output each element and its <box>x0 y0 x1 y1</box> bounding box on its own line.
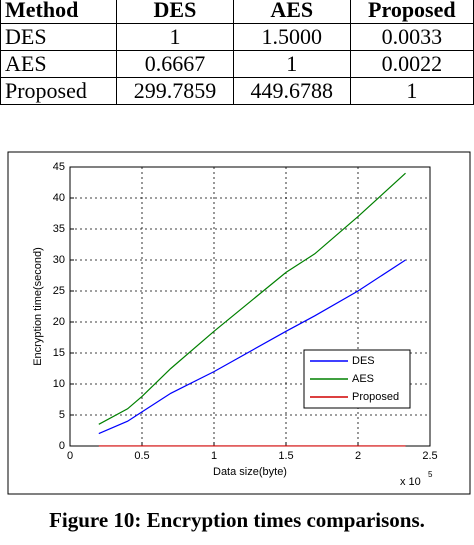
series-line <box>98 172 406 425</box>
header-cell: Proposed <box>349 0 474 24</box>
y-tick-label: 45 <box>53 161 65 173</box>
table-cell: 0.0022 <box>349 50 474 78</box>
legend-label: Proposed <box>352 391 399 403</box>
header-cell: Method <box>0 0 118 24</box>
y-tick-label: 15 <box>53 347 65 359</box>
table-cell: 1.5000 <box>232 23 351 51</box>
table-cell: 449.6788 <box>232 77 351 105</box>
y-tick-label: 0 <box>59 440 65 452</box>
header-row: Method DES AES Proposed <box>0 0 474 24</box>
table-cell: Proposed <box>0 77 118 105</box>
y-tick-label: 40 <box>53 192 65 204</box>
x-axis-label: Data size(byte) <box>213 466 287 478</box>
series-line <box>98 259 406 435</box>
x-tick-label: 2.5 <box>422 450 437 462</box>
table-cell: 1 <box>232 50 351 78</box>
table-row: Proposed 299.7859 449.6788 1 <box>0 77 474 105</box>
y-tick-label: 10 <box>53 378 65 390</box>
legend-label: DES <box>352 355 375 367</box>
table-row: DES 1 1.5000 0.0033 <box>0 23 474 51</box>
x-tick-label: 1.5 <box>278 450 293 462</box>
y-tick-label: 20 <box>53 316 65 328</box>
x-tick-label: 0.5 <box>134 450 149 462</box>
table-row: AES 0.6667 1 0.0022 <box>0 50 474 78</box>
caption: Figure 10: Encryption times comparisons. <box>49 508 425 532</box>
x-tick-label: 1 <box>211 450 217 462</box>
y-tick-label: 30 <box>53 254 65 266</box>
table-cell: 299.7859 <box>116 77 234 105</box>
header-cell: DES <box>116 0 234 24</box>
table-cell: 1 <box>349 77 474 105</box>
x-multiplier: x 10 <box>400 476 421 488</box>
header-cell: AES <box>232 0 351 24</box>
table-cell: DES <box>0 23 118 51</box>
table-cell: 0.0033 <box>349 23 474 51</box>
x-exponent: 5 <box>428 470 433 479</box>
legend-label: AES <box>352 373 374 385</box>
table-cell: AES <box>0 50 118 78</box>
table-cell: 1 <box>116 23 234 51</box>
y-tick-label: 35 <box>53 223 65 235</box>
x-tick-label: 2 <box>355 450 361 462</box>
y-tick-label: 25 <box>53 285 65 297</box>
x-tick-label: 0 <box>67 450 73 462</box>
y-axis-label: Encryption time(second) <box>32 247 44 366</box>
table-cell: 0.6667 <box>116 50 234 78</box>
comparison-table: Method DES AES Proposed DES 1 1.5000 0.0033 AES 0… <box>0 0 474 105</box>
y-tick-label: 5 <box>59 409 65 421</box>
